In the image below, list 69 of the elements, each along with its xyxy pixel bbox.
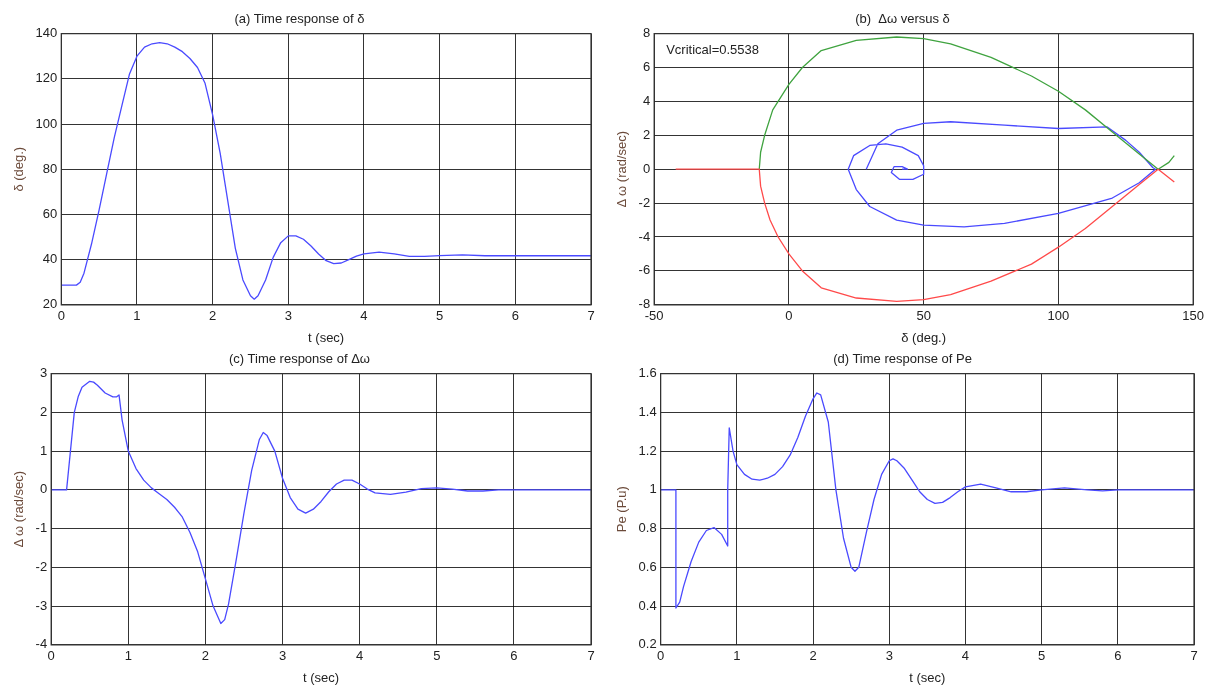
y-tick-label: 0.6	[638, 558, 657, 574]
y-axis-title: δ (deg.)	[11, 146, 27, 192]
y-tick-label: 1.6	[638, 365, 657, 381]
x-tick-label: 2	[209, 308, 217, 324]
y-tick-label: 0.2	[638, 636, 657, 652]
y-tick-label: 140	[35, 25, 58, 41]
y-tick-label: 120	[35, 70, 58, 86]
y-axis-title: Pe (P.u)	[614, 486, 630, 533]
y-tick-label: 20	[42, 296, 58, 312]
x-tick-label: 0	[785, 308, 793, 324]
x-tick-label: 7	[587, 308, 595, 324]
y-tick-label: 60	[42, 205, 58, 221]
y-axis-title: Δ ω (rad/sec)	[11, 470, 27, 548]
y-tick-label: 0.8	[638, 520, 657, 536]
annotation: Vcritical=0.5538	[666, 41, 760, 57]
x-tick-label: 3	[278, 648, 287, 664]
x-tick-label: 1	[124, 648, 132, 664]
x-tick-label: 2	[201, 648, 210, 664]
y-tick-label: -4	[638, 228, 651, 244]
x-tick-label: 4	[356, 648, 364, 664]
y-tick-label: -3	[35, 597, 48, 613]
x-tick-label: 1	[133, 308, 141, 324]
x-tick-label: 7	[1190, 648, 1198, 664]
chart-title: (d) Time response of Pe	[833, 351, 972, 367]
x-tick-label: 5	[433, 648, 441, 664]
y-tick-label: 2	[39, 403, 48, 419]
x-tick-label: 5	[436, 308, 444, 324]
x-axis-title: t (sec)	[909, 669, 946, 685]
x-tick-label: 1	[733, 648, 741, 664]
y-tick-label: -6	[638, 262, 651, 278]
y-tick-label: -1	[35, 520, 48, 536]
x-tick-label: 6	[511, 308, 519, 324]
y-tick-label: 8	[642, 25, 651, 41]
y-tick-label: 2	[642, 126, 651, 142]
y-tick-label: -2	[35, 558, 48, 574]
chart-title: (b) Δω versus δ	[855, 11, 950, 27]
y-tick-label: 80	[42, 160, 58, 176]
x-tick-label: 7	[587, 648, 595, 664]
x-tick-label: 3	[284, 308, 292, 324]
y-tick-label: 1	[39, 442, 48, 458]
x-tick-label: 3	[885, 648, 893, 664]
x-tick-label: 4	[360, 308, 368, 324]
y-tick-label: 0.4	[638, 597, 657, 613]
x-axis-title: δ (deg.)	[901, 329, 947, 345]
x-axis-title: t (sec)	[308, 329, 345, 345]
chart-title: (a) Time response of δ	[234, 11, 365, 27]
x-tick-label: 6	[1114, 648, 1122, 664]
y-tick-label: 100	[35, 115, 58, 131]
chart-title: (c) Time response of Δω	[229, 351, 370, 367]
y-tick-label: 3	[39, 365, 48, 381]
x-tick-label: 4	[961, 648, 970, 664]
y-tick-label: 1.4	[638, 403, 657, 419]
x-tick-label: 100	[1047, 308, 1070, 324]
x-tick-label: 2	[809, 648, 817, 664]
y-tick-label: 40	[42, 251, 58, 267]
x-tick-label: 6	[510, 648, 518, 664]
y-tick-label: -4	[35, 636, 48, 652]
y-tick-label: 4	[642, 92, 651, 108]
x-tick-label: 150	[1182, 308, 1205, 324]
y-axis-title: Δ ω (rad/sec)	[614, 130, 630, 208]
x-tick-label: 5	[1038, 648, 1046, 664]
y-tick-label: 6	[642, 59, 651, 75]
x-axis-title: t (sec)	[303, 669, 340, 685]
y-tick-label: 0	[39, 481, 48, 497]
y-tick-label: -2	[638, 194, 651, 210]
y-tick-label: 1.2	[638, 442, 657, 458]
y-tick-label: 0	[642, 160, 651, 176]
y-tick-label: 1	[649, 481, 657, 497]
x-tick-label: 50	[916, 308, 931, 324]
